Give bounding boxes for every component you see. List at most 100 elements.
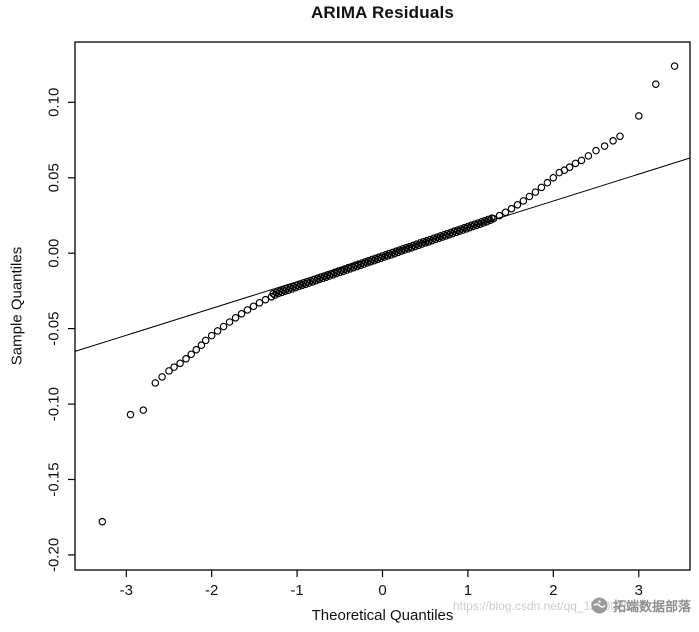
data-point [507, 204, 516, 213]
data-point [592, 146, 600, 155]
data-point [519, 197, 528, 205]
data-point [365, 256, 373, 265]
data-point [358, 259, 366, 267]
data-point [187, 350, 195, 359]
data-point [192, 345, 201, 354]
data-point [412, 240, 421, 248]
data-point [378, 252, 387, 260]
x-tick-label: 1 [464, 582, 472, 599]
x-tick-label: 3 [635, 582, 643, 599]
data-point [543, 178, 552, 187]
data-point [158, 373, 166, 381]
data-point [584, 152, 593, 160]
data-point [440, 231, 448, 239]
data-point [283, 285, 291, 293]
tuoduan-badge-icon [591, 597, 608, 614]
data-point [272, 288, 281, 297]
watermark-text: 拓端数据部落 [612, 599, 691, 614]
data-point [385, 249, 394, 258]
data-point [351, 261, 359, 270]
data-point [320, 272, 329, 280]
data-point [531, 188, 540, 196]
data-point [453, 226, 462, 234]
data-point [334, 267, 342, 275]
data-point [399, 245, 407, 253]
data-point [416, 239, 424, 247]
data-point [231, 314, 240, 322]
data-point [600, 142, 609, 150]
data-point [389, 248, 397, 257]
data-point [303, 278, 312, 286]
data-point [484, 215, 493, 224]
data-point [565, 163, 574, 171]
data-point [139, 406, 148, 414]
data-point [225, 318, 234, 326]
data-point [443, 229, 452, 238]
data-point [430, 234, 438, 243]
data-point [402, 243, 411, 252]
y-axis-label: Sample Quantiles [8, 246, 26, 366]
data-point [616, 132, 624, 141]
y-tick-label: -0.20 [46, 538, 63, 572]
x-tick-label: 2 [549, 582, 557, 599]
watermark: 拓端数据部落 [591, 596, 691, 615]
y-tick-label: 0.00 [46, 239, 63, 268]
data-point [151, 379, 160, 387]
data-point [419, 237, 428, 246]
data-point [481, 216, 489, 225]
data-point [269, 289, 277, 298]
data-point [577, 156, 586, 165]
data-point [460, 223, 469, 232]
data-point [371, 254, 380, 263]
data-point [571, 159, 580, 168]
data-point [470, 220, 479, 228]
data-point [670, 62, 679, 70]
data-point [409, 241, 417, 250]
data-point [438, 233, 447, 241]
data-point [652, 80, 660, 88]
data-point [98, 517, 107, 526]
data-point [495, 211, 504, 220]
data-point [207, 331, 216, 340]
data-point [525, 192, 534, 201]
data-point [317, 273, 325, 281]
data-point [296, 280, 305, 288]
data-point [501, 208, 510, 217]
y-tick-label: -0.10 [46, 387, 63, 421]
data-point [201, 336, 210, 345]
data-point [467, 221, 476, 230]
data-point [170, 363, 178, 371]
data-point [421, 239, 429, 247]
chart-title: ARIMA Residuals [310, 3, 455, 22]
data-point [300, 279, 308, 287]
data-point [472, 221, 481, 230]
data-point [375, 253, 383, 261]
data-point [426, 235, 435, 244]
data-point [635, 112, 643, 120]
plot-border [74, 41, 691, 571]
data-point [165, 367, 173, 375]
data-point [368, 255, 377, 264]
data-point [348, 262, 356, 271]
data-point [337, 266, 346, 274]
data-point [307, 276, 315, 285]
x-tick-label: -1 [290, 582, 303, 599]
data-point [341, 265, 349, 273]
data-point [344, 263, 353, 272]
data-point [488, 214, 496, 222]
data-point [182, 355, 190, 363]
data-point [176, 359, 184, 368]
data-point [261, 295, 270, 304]
data-point [197, 341, 206, 349]
data-point [243, 306, 252, 314]
data-point [436, 232, 445, 240]
data-point [406, 242, 414, 251]
data-point [313, 274, 322, 282]
data-point [433, 233, 441, 241]
data-point [324, 271, 332, 279]
data-point [126, 410, 135, 419]
data-point [404, 245, 412, 253]
data-point [237, 310, 246, 318]
